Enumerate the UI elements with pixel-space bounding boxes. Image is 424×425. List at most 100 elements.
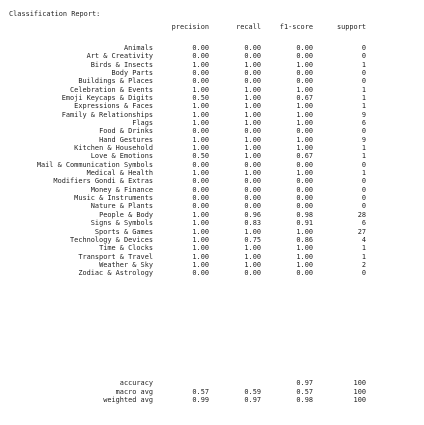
row-label: Signs & Symbols <box>90 219 153 228</box>
f1-value: 0.00 <box>296 194 313 203</box>
support-value: 100 <box>353 396 366 405</box>
f1-value: 0.00 <box>296 127 313 136</box>
precision-value: 0.00 <box>192 185 209 194</box>
row-label: Expressions & Faces <box>74 102 153 111</box>
support-value: 9 <box>361 135 366 144</box>
row-label: Hand Gestures <box>99 135 153 144</box>
precision-value: 1.00 <box>192 169 209 178</box>
f1-value: 1.00 <box>296 118 313 127</box>
table-row: Modifiers Gondi & Extras 0.00 0.00 0.00 0 <box>0 177 424 185</box>
table-row: Body Parts 0.00 0.00 0.00 0 <box>0 69 424 77</box>
row-label: Buildings & Places <box>78 77 153 86</box>
row-label: Weather & Sky <box>99 260 153 269</box>
support-value: 1 <box>361 144 366 152</box>
precision-value: 1.00 <box>192 135 209 144</box>
support-value: 0 <box>361 77 366 86</box>
row-label: Family & Relationships <box>61 110 153 119</box>
precision-value: 0.00 <box>192 194 209 203</box>
precision-value: 1.00 <box>192 102 209 111</box>
f1-value: 1.00 <box>296 169 313 178</box>
row-label: macro avg <box>115 387 153 396</box>
recall-value: 1.00 <box>244 252 261 261</box>
precision-value: 1.00 <box>192 210 209 219</box>
recall-value: 1.00 <box>244 110 261 119</box>
recall-value: 1.00 <box>244 102 261 111</box>
precision-value: 0.00 <box>192 177 209 186</box>
f1-value: 1.00 <box>296 60 313 69</box>
row-label: People & Body <box>99 210 153 219</box>
recall-value: 0.00 <box>244 177 261 186</box>
precision-value: 0.50 <box>192 93 209 102</box>
support-value: 1 <box>361 244 366 253</box>
f1-value: 1.00 <box>296 144 313 152</box>
recall-value: 0.00 <box>244 77 261 86</box>
recall-value: 0.00 <box>244 52 261 61</box>
support-value: 6 <box>361 118 366 127</box>
table-row: Zodiac & Astrology 0.00 0.00 0.00 0 <box>0 269 424 277</box>
precision-value: 1.00 <box>192 144 209 152</box>
f1-value: 1.00 <box>296 227 313 236</box>
row-label: Music & Instruments <box>74 194 153 203</box>
table-row: Expressions & Faces 1.00 1.00 1.00 1 <box>0 102 424 110</box>
support-value: 2 <box>361 260 366 269</box>
table-row: Love & Emotions 0.50 1.00 0.67 1 <box>0 152 424 160</box>
support-value: 1 <box>361 152 366 161</box>
table-row: Kitchen & Household 1.00 1.00 1.00 1 <box>0 144 424 152</box>
support-value: 4 <box>361 235 366 244</box>
row-label: Emoji Keycaps & Digits <box>61 93 153 102</box>
summary-row: weighted avg 0.99 0.97 0.98 100 <box>0 396 424 404</box>
row-label: Food & Drinks <box>99 127 153 136</box>
table-row: Time & Clocks 1.00 1.00 1.00 1 <box>0 244 424 252</box>
table-row: Weather & Sky 1.00 1.00 1.00 2 <box>0 261 424 269</box>
f1-value: 0.97 <box>296 378 313 387</box>
precision-value: 0.00 <box>192 202 209 211</box>
table-row: Sports & Games 1.00 1.00 1.00 27 <box>0 228 424 236</box>
f1-value: 0.00 <box>296 68 313 77</box>
recall-value: 1.00 <box>244 60 261 69</box>
f1-value: 1.00 <box>296 102 313 111</box>
recall-value: 1.00 <box>244 260 261 269</box>
row-label: Love & Emotions <box>90 152 153 161</box>
recall-value: 0.00 <box>244 185 261 194</box>
support-value: 6 <box>361 219 366 228</box>
precision-value: 0.00 <box>192 68 209 77</box>
table-row: Hand Gestures 1.00 1.00 1.00 9 <box>0 136 424 144</box>
table-row: Celebration & Events 1.00 1.00 1.00 1 <box>0 86 424 94</box>
support-value: 0 <box>361 127 366 136</box>
table-row: Emoji Keycaps & Digits 0.50 1.00 0.67 1 <box>0 94 424 102</box>
summary-row: accuracy 0.97 100 <box>0 379 424 387</box>
support-value: 1 <box>361 252 366 261</box>
f1-value: 0.00 <box>296 177 313 186</box>
support-value: 9 <box>361 110 366 119</box>
table-row: Technology & Devices 1.00 0.75 0.86 4 <box>0 236 424 244</box>
f1-value: 0.00 <box>296 269 313 278</box>
f1-value: 0.00 <box>296 160 313 169</box>
support-value: 1 <box>361 102 366 111</box>
table-row: Transport & Travel 1.00 1.00 1.00 1 <box>0 253 424 261</box>
f1-value: 0.86 <box>296 235 313 244</box>
table-row: Music & Instruments 0.00 0.00 0.00 0 <box>0 194 424 202</box>
recall-value: 1.00 <box>244 135 261 144</box>
support-value: 0 <box>361 160 366 169</box>
recall-value: 0.00 <box>244 68 261 77</box>
f1-value: 0.98 <box>296 210 313 219</box>
support-value: 0 <box>361 177 366 186</box>
row-label: Transport & Travel <box>78 252 153 261</box>
f1-value: 0.67 <box>296 152 313 161</box>
recall-value: 0.75 <box>244 235 261 244</box>
support-value: 0 <box>361 202 366 211</box>
precision-value: 0.00 <box>192 127 209 136</box>
precision-value: 0.00 <box>192 160 209 169</box>
recall-value: 0.00 <box>244 194 261 203</box>
f1-value: 0.00 <box>296 43 313 52</box>
precision-value: 1.00 <box>192 227 209 236</box>
row-label: Modifiers Gondi & Extras <box>53 177 153 186</box>
precision-value: 1.00 <box>192 260 209 269</box>
precision-value: 1.00 <box>192 252 209 261</box>
summary-row: macro avg 0.57 0.59 0.57 100 <box>0 388 424 396</box>
precision-value: 1.00 <box>192 60 209 69</box>
precision-value: 0.57 <box>192 387 209 396</box>
f1-value: 0.00 <box>296 202 313 211</box>
row-label: Birds & Insects <box>90 60 153 69</box>
